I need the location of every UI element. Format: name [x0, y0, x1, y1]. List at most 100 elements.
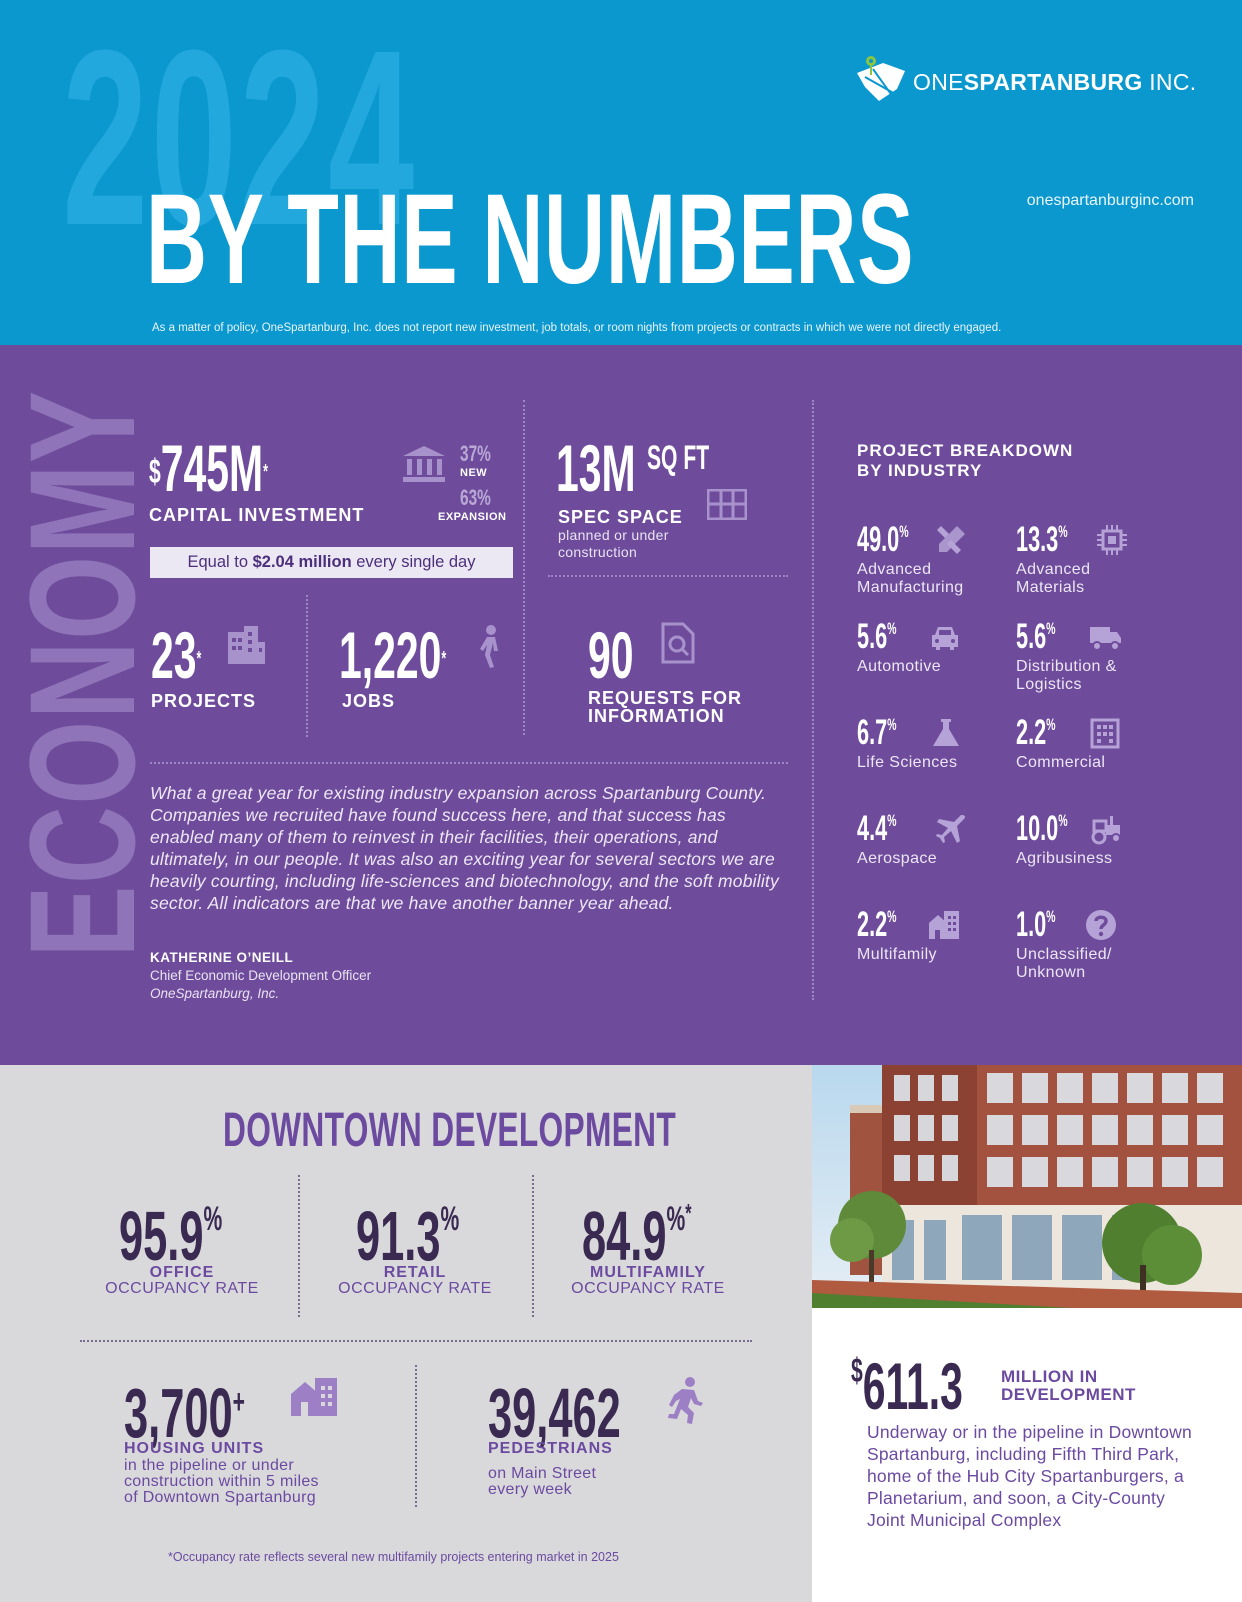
- industry-pct-sign: %: [1046, 619, 1056, 638]
- industry-pct-value: 4.4: [857, 809, 888, 848]
- new-pct: 37%: [460, 441, 491, 466]
- new-label: NEW: [460, 467, 488, 479]
- housing-number: 3,700: [124, 1374, 233, 1452]
- industry-pct-value: 5.6: [1016, 617, 1047, 656]
- industry-pct-sign: %: [887, 811, 897, 830]
- tools-icon: [937, 526, 965, 554]
- onespartanburg-logo: ONESPARTANBURG INC.: [853, 55, 1196, 105]
- industry-name: Advanced: [1016, 561, 1091, 578]
- retail-label: RETAIL: [383, 1264, 447, 1281]
- dt-divider-3: [415, 1365, 417, 1507]
- quote-author-org: OneSpartanburg, Inc.: [150, 986, 280, 1001]
- breakdown-title: PROJECT BREAKDOWN BY INDUSTRY: [857, 441, 1073, 481]
- header-banner: 2024 BY THE NUMBERS ONESPARTANBURG INC. …: [0, 0, 1242, 345]
- development-label-2: DEVELOPMENT: [1001, 1385, 1136, 1404]
- retail-occupancy-value: 91.3%: [356, 1196, 459, 1276]
- development-number: 611.3: [862, 1349, 963, 1423]
- industry-pct-value: 2.2: [857, 905, 888, 944]
- divider-vertical-2: [306, 595, 308, 737]
- economy-label: ECONOMY: [0, 389, 166, 958]
- industry-name: Multifamily: [857, 946, 937, 963]
- tractor-icon: [1091, 816, 1121, 845]
- industry-pct: 2.2%: [1016, 713, 1056, 753]
- executive-quote: What a great year for existing industry …: [150, 783, 779, 913]
- projects-number: 23: [151, 618, 197, 692]
- retail-number: 91.3: [356, 1197, 441, 1275]
- divider-vertical: [523, 400, 525, 735]
- question-icon: [1086, 910, 1116, 940]
- spec-space-sub-1: planned or under: [558, 527, 669, 543]
- jobs-number: 1,220: [339, 618, 442, 692]
- industry-pct-value: 13.3: [1016, 520, 1059, 559]
- downtown-building-photo: [812, 1065, 1242, 1308]
- multifamily-sub: OCCUPANCY RATE: [571, 1280, 725, 1297]
- spec-space-sub-2: construction: [558, 544, 638, 560]
- capital-dollar: $: [149, 453, 161, 491]
- industry-pct-sign: %: [887, 715, 897, 734]
- buildings-icon: [228, 626, 265, 664]
- jobs-value: 1,220*: [339, 620, 446, 690]
- website-link[interactable]: onespartanburginc.com: [1026, 192, 1194, 209]
- year-watermark: 2024: [62, 0, 417, 277]
- industry-pct-value: 6.7: [857, 713, 888, 752]
- page-title: BY THE NUMBERS: [146, 168, 915, 311]
- multifamily-pct-sign: %: [666, 1200, 686, 1238]
- spec-space-unit: SQ FT: [647, 439, 710, 477]
- occupancy-footnote: *Occupancy rate reflects several new mul…: [168, 1550, 619, 1564]
- industry-pct: 5.6%: [857, 617, 897, 657]
- office-label: OFFICE: [149, 1264, 215, 1281]
- retail-sub: OCCUPANCY RATE: [338, 1280, 492, 1297]
- jobs-label: JOBS: [342, 691, 396, 711]
- breakdown-title-line-2: BY INDUSTRY: [857, 461, 983, 480]
- logo-light-text: ONE: [913, 69, 964, 95]
- capital-value: 745M: [160, 431, 264, 505]
- industry-pct-value: 5.6: [857, 617, 888, 656]
- industry-pct: 13.3%: [1016, 520, 1068, 560]
- dt-divider-horizontal: [80, 1340, 752, 1342]
- industry-pct-sign: %: [887, 619, 897, 638]
- industry-name: Commercial: [1016, 754, 1106, 771]
- running-person-icon: [668, 1377, 703, 1424]
- industry-name-line-2: Materials: [1016, 579, 1085, 596]
- divider-vertical-3: [812, 400, 814, 1000]
- rfi-value: 90: [588, 618, 634, 692]
- building-illustration: [812, 1065, 1242, 1308]
- capital-asterisk: *: [263, 461, 268, 483]
- projects-asterisk: *: [196, 648, 202, 670]
- equal-prefix: Equal to: [187, 553, 253, 571]
- industry-name-line-2: Unknown: [1016, 964, 1086, 981]
- divider-horizontal: [548, 575, 788, 577]
- jobs-asterisk: *: [441, 648, 447, 670]
- logo-mark-icon: [857, 56, 905, 101]
- industry-pct: 49.0%: [857, 520, 909, 560]
- development-value: $611.3: [851, 1348, 963, 1424]
- industry-name: Unclassified/: [1016, 946, 1112, 963]
- airplane-icon: [936, 815, 966, 843]
- rfi-label-1: REQUESTS FOR: [588, 688, 743, 708]
- housing-sub-3: of Downtown Spartanburg: [124, 1489, 316, 1506]
- industry-pct-sign: %: [1058, 522, 1068, 541]
- pedestrians-sub-2: every week: [488, 1481, 572, 1498]
- expansion-pct: 63%: [460, 485, 491, 510]
- industry-name: Agribusiness: [1016, 850, 1113, 867]
- office-sub: OCCUPANCY RATE: [105, 1280, 259, 1297]
- industry-name: Life Sciences: [857, 754, 958, 771]
- development-label: MILLION IN DEVELOPMENT: [1001, 1368, 1136, 1404]
- grid-icon: [707, 489, 747, 520]
- industry-name: Advanced: [857, 561, 932, 578]
- industry-pct-value: 1.0: [1016, 905, 1047, 944]
- industry-pct-sign: %: [887, 907, 897, 926]
- industry-pct: 6.7%: [857, 713, 897, 753]
- office-pct-sign: %: [203, 1200, 223, 1238]
- industry-pct-sign: %: [1046, 907, 1056, 926]
- pedestrians-value: 39,462: [488, 1374, 621, 1452]
- bank-icon: [403, 446, 445, 482]
- development-label-1: MILLION IN: [1001, 1367, 1098, 1386]
- industry-pct: 2.2%: [857, 905, 897, 945]
- divider-horizontal-2: [150, 762, 788, 764]
- equal-bold: $2.04 million: [252, 553, 352, 571]
- walking-person-icon: [480, 625, 498, 668]
- multifamily-number: 84.9: [582, 1197, 667, 1275]
- housing-sub-2: construction within 5 miles: [124, 1473, 319, 1490]
- industry-name-line-2: Manufacturing: [857, 579, 964, 596]
